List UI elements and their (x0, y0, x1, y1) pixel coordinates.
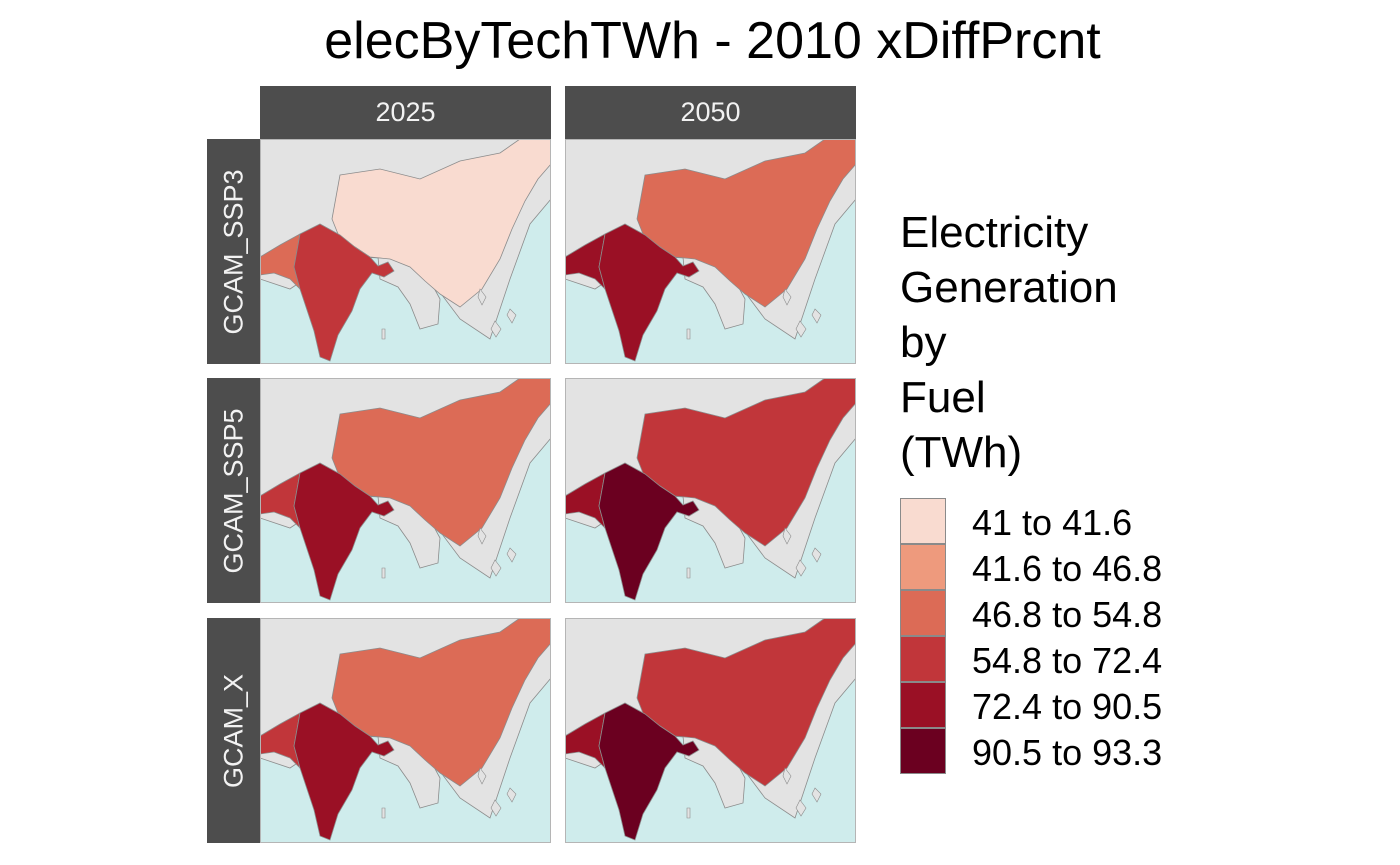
panel-frame (260, 139, 551, 364)
legend-label: 90.5 to 93.3 (972, 732, 1163, 773)
facet-row-label: GCAM_SSP3 (218, 168, 248, 335)
map-panel-gcam-ssp5-2050 (565, 378, 856, 603)
map-svg (260, 618, 551, 843)
chart-title: elecByTechTWh - 2010 xDiffPrcnt (324, 12, 1101, 70)
map-panel-gcam-ssp3-2050 (565, 139, 856, 364)
facet-column-strip-2025: 2025 (260, 86, 551, 139)
region-india (598, 702, 700, 841)
islands (686, 288, 822, 340)
panel-frame (565, 618, 856, 843)
legend-title-line: Electricity (900, 208, 1089, 257)
region-india (598, 462, 700, 601)
region-india (598, 223, 700, 362)
legend-label: 41.6 to 46.8 (972, 548, 1163, 589)
legend-key (900, 544, 946, 590)
region-india (293, 462, 395, 601)
map-svg (565, 378, 856, 603)
islands (686, 767, 822, 819)
panel-frame (565, 139, 856, 364)
region-india (293, 702, 395, 841)
legend-label: 41 to 41.6 (972, 502, 1133, 543)
facet-row-strip-gcam-ssp3: GCAM_SSP3 (207, 139, 260, 364)
legend-title-line: Fuel (900, 373, 986, 422)
legend-label: 54.8 to 72.4 (972, 640, 1163, 681)
islands (381, 527, 517, 579)
map-svg (565, 618, 856, 843)
legend-title-line: by (900, 318, 947, 367)
region-india (293, 223, 395, 362)
legend-key (900, 682, 946, 728)
panel-frame (565, 378, 856, 603)
panel-frame (260, 618, 551, 843)
map-panel-gcam-ssp3-2025 (260, 139, 551, 364)
map-svg (260, 139, 551, 364)
islands (381, 767, 517, 819)
islands (686, 527, 822, 579)
facet-row-label: GCAM_X (218, 673, 248, 788)
facet-row-label: GCAM_SSP5 (218, 407, 248, 574)
panel-frame (260, 378, 551, 603)
facet-row-strip-gcam-ssp5: GCAM_SSP5 (207, 378, 260, 603)
map-svg (260, 378, 551, 603)
legend-key (900, 636, 946, 682)
facet-row-strip-gcam-x: GCAM_X (207, 618, 260, 843)
legend-title: Electricity Generation by Fuel (TWh) (900, 205, 1200, 480)
facet-column-strip-2050: 2050 (565, 86, 856, 139)
legend-title-line: (TWh) (900, 428, 1023, 477)
legend-label: 46.8 to 54.8 (972, 594, 1163, 635)
legend-key (900, 498, 946, 544)
map-panel-gcam-x-2025 (260, 618, 551, 843)
map-svg (565, 139, 856, 364)
legend-title-line: Generation (900, 263, 1118, 312)
map-panel-gcam-x-2050 (565, 618, 856, 843)
islands (381, 288, 517, 340)
legend-label: 72.4 to 90.5 (972, 686, 1163, 727)
map-panel-gcam-ssp5-2025 (260, 378, 551, 603)
legend-key (900, 728, 946, 774)
legend-key (900, 590, 946, 636)
